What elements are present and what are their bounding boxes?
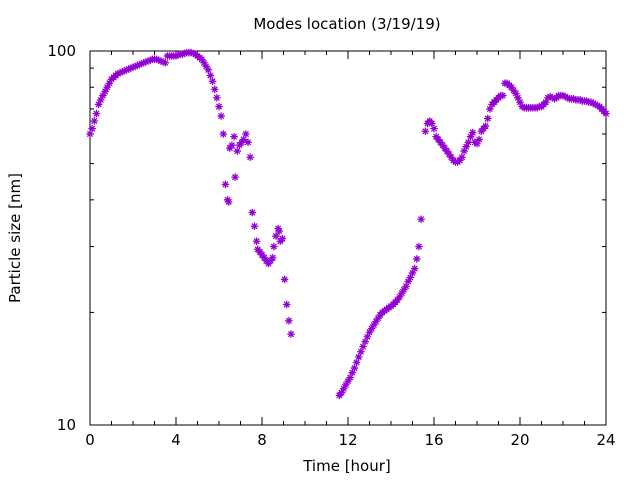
- x-axis-label: Time [hour]: [302, 457, 391, 475]
- x-tick-label: 0: [85, 431, 95, 449]
- data-point: [282, 300, 291, 309]
- data-point: [464, 138, 473, 147]
- data-point: [161, 58, 170, 67]
- data-point: [248, 208, 257, 217]
- data-point: [412, 255, 421, 263]
- data-point: [92, 109, 101, 118]
- data-point: [212, 93, 221, 102]
- data-point: [219, 130, 228, 138]
- chart-title: Modes location (3/19/19): [253, 15, 440, 33]
- data-point: [224, 198, 233, 206]
- data-point: [275, 227, 284, 235]
- data-point: [228, 141, 236, 150]
- data-point: [210, 85, 219, 94]
- data-point: [363, 333, 372, 341]
- data-point: [272, 232, 280, 240]
- data-point: [458, 153, 466, 162]
- data-point: [88, 124, 96, 133]
- data-point: [230, 132, 238, 141]
- x-tick-label: 8: [257, 431, 267, 449]
- data-point: [221, 180, 230, 189]
- data-point: [90, 117, 99, 125]
- y-tick-label: 10: [57, 416, 76, 434]
- data-point: [410, 264, 419, 273]
- x-tick-label: 12: [338, 431, 357, 449]
- data-point: [483, 114, 492, 123]
- data-point: [269, 242, 278, 251]
- data-point: [468, 128, 477, 137]
- data-point: [252, 237, 261, 246]
- data-point: [287, 330, 295, 338]
- y-tick-label: 100: [47, 42, 76, 60]
- data-points: [86, 48, 610, 400]
- data-point: [233, 147, 242, 155]
- y-axis-label: Particle size [nm]: [6, 173, 24, 303]
- data-point: [352, 358, 361, 367]
- data-point: [354, 353, 363, 361]
- data-point: [427, 119, 436, 128]
- x-tick-label: 20: [510, 431, 529, 449]
- data-point: [215, 102, 223, 111]
- data-point: [206, 71, 215, 80]
- data-point: [204, 66, 213, 74]
- data-point: [217, 112, 226, 120]
- data-point: [417, 215, 425, 224]
- data-point: [268, 253, 277, 262]
- data-point: [430, 124, 438, 133]
- data-point: [481, 122, 490, 130]
- data-point: [602, 109, 610, 118]
- data-point: [421, 127, 430, 136]
- data-point: [278, 234, 287, 243]
- data-point: [350, 364, 359, 372]
- data-point: [415, 242, 423, 251]
- x-tick-label: 16: [424, 431, 443, 449]
- data-point: [395, 293, 404, 301]
- x-tick-label: 24: [596, 431, 615, 449]
- data-point: [242, 130, 250, 138]
- data-point: [244, 138, 252, 147]
- data-point: [208, 77, 217, 86]
- data-point: [285, 316, 293, 325]
- data-point: [246, 153, 255, 162]
- data-point: [280, 275, 289, 284]
- axis-ticks: 0 4 8 12 16 20 24 10 100: [47, 42, 615, 449]
- x-tick-label: 4: [171, 431, 181, 449]
- data-point: [498, 91, 507, 100]
- data-point: [475, 135, 484, 144]
- data-point: [357, 347, 365, 356]
- data-point: [86, 130, 94, 138]
- data-point: [250, 222, 259, 231]
- data-point: [231, 173, 239, 181]
